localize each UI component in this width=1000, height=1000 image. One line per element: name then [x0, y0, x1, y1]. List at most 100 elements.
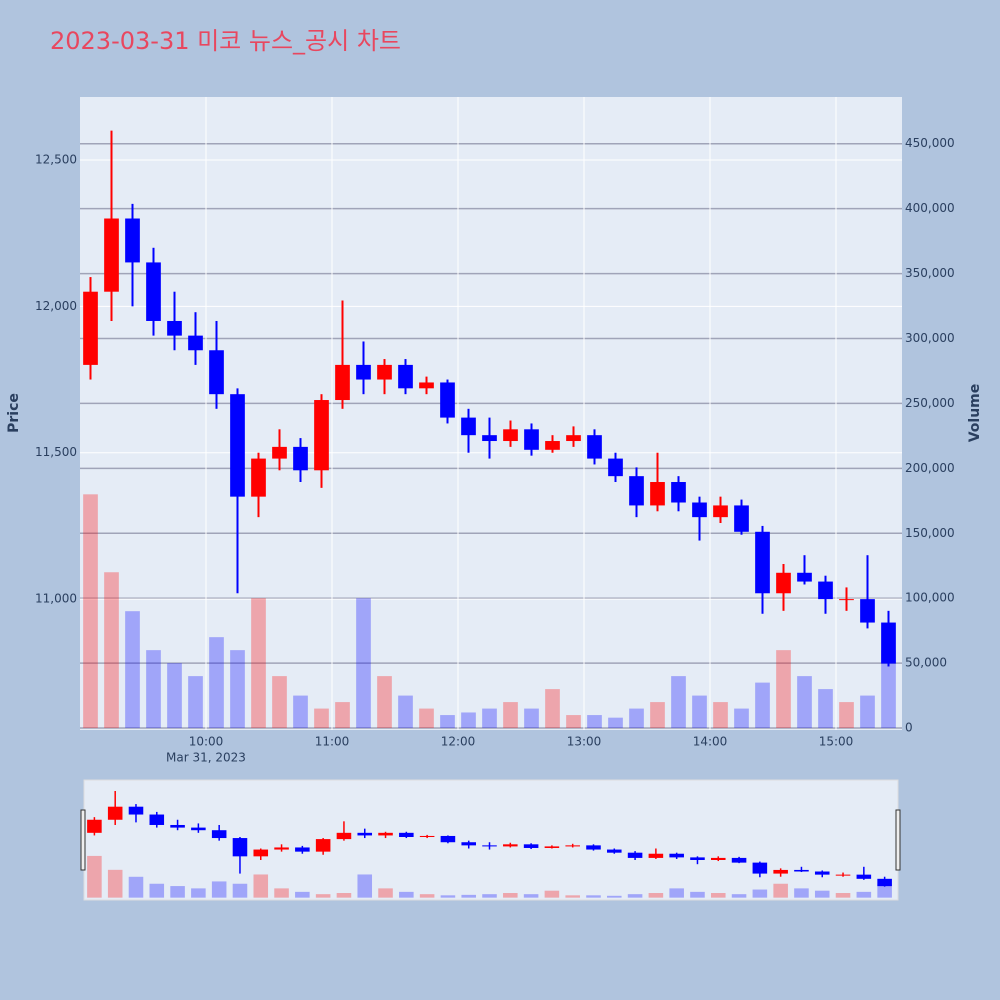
slider-candle-body: [503, 844, 518, 847]
y-tick-label: 12,500: [35, 152, 77, 166]
slider-volume-bar: [690, 891, 705, 898]
candle-body: [398, 364, 413, 389]
slider-volume-bar: [232, 883, 248, 898]
slider-volume-bar: [107, 869, 123, 898]
range-handle[interactable]: [895, 809, 901, 871]
y-tick-label: 11,500: [35, 445, 77, 459]
slider-volume-bar: [752, 889, 768, 898]
candle-body: [230, 394, 245, 497]
slider-volume-bar: [586, 895, 601, 898]
volume-bar: [671, 676, 686, 729]
slider-volume-bar: [399, 891, 414, 898]
volume-bar: [545, 689, 560, 729]
slider-volume-bar: [128, 876, 144, 898]
x-tick-label: 12:00: [441, 735, 476, 749]
volume-bar: [251, 598, 266, 729]
slider-volume-bar: [544, 890, 560, 898]
candle-body: [713, 505, 728, 518]
slider-candle-body: [232, 838, 248, 857]
volume-bar: [860, 695, 875, 729]
candle-body: [293, 446, 308, 471]
volume-bar: [125, 611, 140, 729]
slider-candle-body: [461, 842, 476, 846]
slider-candle-body: [149, 814, 165, 825]
slider-volume-bar: [856, 891, 872, 898]
slider-candle-body: [856, 874, 872, 879]
volume-bar: [608, 717, 623, 729]
slider-candle-body: [794, 869, 809, 872]
slider-candle-body: [128, 806, 144, 815]
volume-bar: [398, 695, 413, 729]
slider-candle-body: [814, 871, 830, 875]
slider-candle-body: [565, 845, 580, 847]
volume-bar: [440, 715, 455, 729]
y2-tick-label: 450,000: [905, 136, 955, 150]
y-axis-label: Price: [6, 393, 22, 433]
candle-body: [104, 218, 119, 292]
slider-volume-bar: [315, 894, 331, 898]
slider-candle-body: [648, 853, 664, 858]
candle-body: [125, 218, 140, 263]
slider-volume-bar: [565, 895, 580, 898]
volume-bar: [188, 676, 203, 729]
candle-body: [209, 350, 224, 395]
candle-body: [860, 599, 875, 623]
range-slider[interactable]: [83, 779, 899, 901]
candle-body: [83, 291, 98, 365]
candle-body: [482, 435, 497, 442]
slider-volume-bar: [503, 893, 518, 898]
slider-candle-body: [523, 844, 539, 848]
candle-body: [461, 417, 476, 436]
volume-bar: [83, 494, 98, 729]
candle-body: [335, 364, 350, 401]
y2-tick-label: 300,000: [905, 331, 955, 345]
candle-body: [797, 572, 812, 582]
candle-body: [818, 581, 833, 600]
slider-volume-bar: [814, 890, 830, 898]
slider-volume-bar: [357, 874, 373, 898]
slider-volume-bar: [149, 883, 165, 898]
slider-candle-body: [710, 857, 726, 861]
volume-bar: [776, 650, 791, 729]
slider-volume-bar: [794, 888, 809, 898]
slider-candle-body: [191, 827, 206, 831]
candle-body: [251, 458, 266, 497]
y2-tick-label: 100,000: [905, 591, 955, 605]
slider-volume-bar: [274, 888, 289, 898]
slider-volume-bar: [523, 894, 539, 898]
slider-volume-bar: [877, 883, 892, 898]
candle-body: [587, 435, 602, 459]
candle-body: [272, 446, 287, 459]
candle-body: [377, 364, 392, 380]
slider-volume-bar: [773, 883, 788, 898]
slider-candle-body: [544, 846, 560, 848]
candle-body: [146, 262, 161, 321]
range-handle[interactable]: [80, 809, 86, 871]
slider-volume-bar: [440, 895, 456, 898]
slider-candle-body: [669, 853, 684, 858]
slider-candle-body: [295, 847, 310, 852]
y2-tick-label: 250,000: [905, 396, 955, 410]
slider-volume-bar: [170, 886, 185, 898]
slider-volume-bar: [627, 894, 643, 898]
slider-candle-body: [877, 878, 892, 887]
slider-candle-body: [482, 845, 497, 847]
candle-body: [671, 482, 686, 503]
slider-volume-bar: [648, 893, 664, 898]
y-tick-label: 11,000: [35, 592, 77, 606]
slider-candle-body: [87, 819, 102, 833]
slider-volume-bar: [461, 894, 476, 898]
volume-bar: [818, 689, 833, 729]
candle-body: [545, 441, 560, 450]
slider-volume-bar: [295, 891, 310, 898]
x-tick-label: 13:00: [567, 735, 602, 749]
slider-candle-body: [315, 839, 331, 852]
slider-volume-bar: [710, 893, 726, 898]
volume-bar: [629, 708, 644, 729]
volume-bar: [524, 708, 539, 729]
candle-body: [608, 458, 623, 477]
x-tick-label: 15:00: [819, 735, 854, 749]
candle-body: [839, 599, 854, 601]
slider-candle-body: [399, 832, 414, 838]
